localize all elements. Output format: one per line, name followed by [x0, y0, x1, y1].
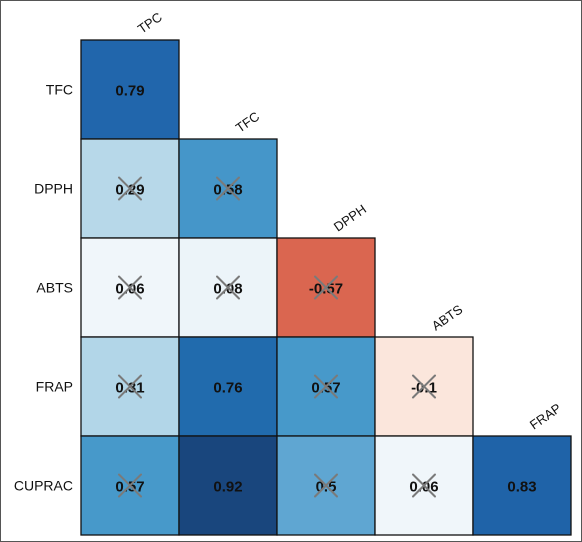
cell-frap-tpc-cross-mark	[118, 374, 142, 399]
cell-cuprac-abts-value: 0.06	[409, 479, 438, 496]
row-label-cuprac: CUPRAC	[14, 478, 73, 494]
cell-dpph-tpc-value: 0.29	[115, 182, 144, 199]
cell-abts-tfc-cross-mark	[216, 275, 240, 300]
column-label-tpc: TPC	[135, 9, 165, 36]
cell-dpph-tfc-value: 0.58	[213, 182, 242, 199]
cell-cuprac-abts-cross-mark	[412, 473, 436, 498]
cell-cuprac-frap	[472, 435, 572, 536]
cells-layer: 0.79 0.29 0.58 0.06 0.08 -0.57 0.31 0.76 0.57 -0.…	[80, 39, 572, 536]
cell-abts-tpc-cross-mark	[118, 275, 142, 300]
cell-frap-abts-cross-mark	[412, 374, 436, 399]
column-label-abts: ABTS	[429, 302, 466, 334]
cell-abts-dpph-cross-mark	[314, 275, 338, 300]
row-labels-layer: TFC DPPH ABTS FRAP CUPRAC	[14, 82, 73, 494]
cell-abts-dpph-value: -0.57	[309, 281, 343, 298]
cell-cuprac-tpc-value: 0.57	[115, 479, 144, 496]
cell-cuprac-frap-value: 0.83	[507, 479, 536, 496]
cell-frap-dpph-value: 0.57	[311, 380, 340, 397]
cell-dpph-tfc-cross-mark	[216, 176, 240, 201]
column-label-frap: FRAP	[527, 400, 564, 432]
cell-cuprac-tpc-cross-mark	[118, 473, 142, 498]
cell-cuprac-dpph-cross-mark	[314, 473, 338, 498]
row-label-frap: FRAP	[36, 379, 73, 395]
cell-cuprac-tfc-value: 0.92	[213, 479, 242, 496]
row-label-dpph: DPPH	[34, 181, 73, 197]
cell-frap-tpc-value: 0.31	[115, 380, 144, 397]
cell-frap-tfc-value: 0.76	[213, 380, 242, 397]
cell-dpph-tpc-cross-mark	[118, 176, 142, 201]
cell-cuprac-tfc	[178, 435, 278, 536]
cell-frap-dpph-cross-mark	[314, 374, 338, 399]
cell-abts-tpc-value: 0.06	[115, 281, 144, 298]
cell-tfc-tpc	[80, 39, 180, 140]
cell-frap-abts-value: -0.1	[411, 380, 437, 397]
column-label-dpph: DPPH	[331, 201, 369, 234]
row-label-tfc: TFC	[46, 82, 73, 98]
row-label-abts: ABTS	[36, 280, 73, 296]
cell-tfc-tpc-value: 0.79	[115, 83, 144, 100]
column-label-tfc: TFC	[233, 109, 262, 136]
cell-abts-tfc-value: 0.08	[213, 281, 242, 298]
